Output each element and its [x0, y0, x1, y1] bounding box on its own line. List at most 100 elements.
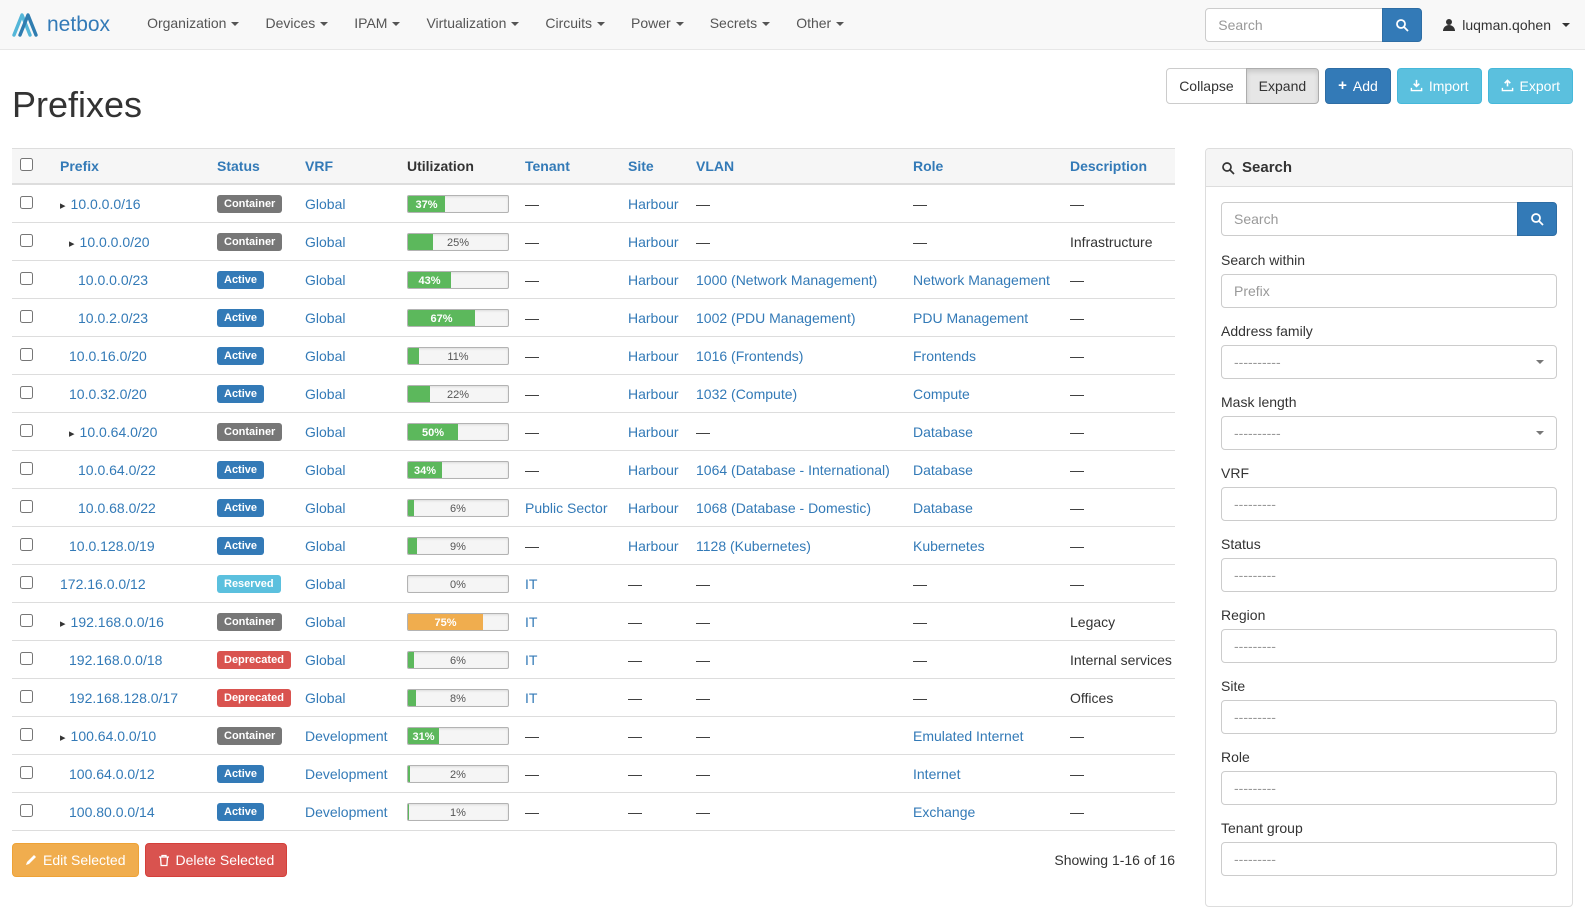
site-link[interactable]: Harbour: [628, 271, 679, 288]
import-button[interactable]: Import: [1396, 68, 1482, 104]
vrf-link[interactable]: Global: [305, 575, 346, 592]
row-checkbox[interactable]: [20, 537, 33, 551]
column-header-status[interactable]: Status: [209, 148, 297, 185]
vlan-link[interactable]: 1032 (Compute): [696, 385, 798, 402]
user-menu[interactable]: luqman.qohen: [1442, 17, 1570, 33]
vrf-link[interactable]: Global: [305, 423, 346, 440]
vrf-link[interactable]: Global: [305, 499, 346, 516]
filter-input-status[interactable]: [1221, 558, 1557, 592]
sidebar-search-input[interactable]: [1221, 202, 1518, 236]
expand-caret-icon[interactable]: ▸: [60, 617, 66, 630]
site-link[interactable]: Harbour: [628, 309, 679, 326]
row-checkbox[interactable]: [20, 423, 33, 437]
filter-input-region[interactable]: [1221, 629, 1557, 663]
prefix-link[interactable]: 10.0.16.0/20: [69, 347, 147, 364]
site-link[interactable]: Harbour: [628, 537, 679, 554]
vrf-link[interactable]: Global: [305, 347, 346, 364]
row-checkbox[interactable]: [20, 233, 33, 247]
delete-selected-button[interactable]: Delete Selected: [144, 843, 288, 878]
filter-input-vrf[interactable]: [1221, 487, 1557, 521]
edit-selected-button[interactable]: Edit Selected: [12, 843, 139, 878]
filter-input-site[interactable]: [1221, 700, 1557, 734]
prefix-link[interactable]: 10.0.2.0/23: [78, 309, 149, 326]
row-checkbox[interactable]: [20, 309, 33, 323]
column-header-vrf[interactable]: VRF: [297, 148, 399, 185]
row-checkbox[interactable]: [20, 575, 33, 589]
prefix-link[interactable]: 10.0.128.0/19: [69, 537, 155, 554]
prefix-link[interactable]: 192.168.0.0/18: [69, 651, 163, 668]
vrf-link[interactable]: Development: [305, 803, 388, 820]
vrf-link[interactable]: Global: [305, 689, 346, 706]
prefix-link[interactable]: 10.0.68.0/22: [78, 499, 156, 516]
site-link[interactable]: Harbour: [628, 195, 679, 212]
collapse-button[interactable]: Collapse: [1166, 68, 1247, 104]
tenant-link[interactable]: IT: [525, 651, 538, 668]
vlan-link[interactable]: 1064 (Database - International): [696, 461, 890, 478]
expand-caret-icon[interactable]: ▸: [60, 199, 66, 212]
prefix-link[interactable]: 10.0.0.0/20: [79, 233, 150, 250]
vrf-link[interactable]: Development: [305, 727, 388, 744]
prefix-link[interactable]: 10.0.64.0/20: [79, 423, 158, 440]
vrf-link[interactable]: Global: [305, 195, 346, 212]
netbox-brand[interactable]: netbox: [10, 11, 110, 39]
add-button[interactable]: + Add: [1325, 68, 1391, 104]
row-checkbox[interactable]: [20, 765, 33, 779]
nav-item-organization[interactable]: Organization: [134, 0, 252, 49]
nav-item-devices[interactable]: Devices: [252, 0, 341, 49]
expand-button[interactable]: Expand: [1245, 68, 1320, 104]
site-link[interactable]: Harbour: [628, 233, 679, 250]
role-link[interactable]: Database: [913, 499, 973, 516]
column-header-vlan[interactable]: VLAN: [688, 148, 905, 185]
row-checkbox[interactable]: [20, 347, 33, 361]
nav-item-secrets[interactable]: Secrets: [697, 0, 783, 49]
prefix-link[interactable]: 10.0.0.0/16: [70, 195, 141, 212]
site-link[interactable]: Harbour: [628, 347, 679, 364]
vrf-link[interactable]: Global: [305, 651, 346, 668]
expand-caret-icon[interactable]: ▸: [60, 731, 66, 744]
prefix-link[interactable]: 100.80.0.0/14: [69, 803, 155, 820]
role-link[interactable]: Network Management: [913, 271, 1050, 288]
navbar-search-input[interactable]: [1205, 7, 1384, 42]
site-link[interactable]: Harbour: [628, 385, 679, 402]
row-checkbox[interactable]: [20, 613, 33, 627]
row-checkbox[interactable]: [20, 689, 33, 703]
role-link[interactable]: Database: [913, 423, 973, 440]
row-checkbox[interactable]: [20, 803, 33, 817]
tenant-link[interactable]: IT: [525, 575, 538, 592]
prefix-link[interactable]: 100.64.0.0/10: [70, 727, 157, 744]
vrf-link[interactable]: Development: [305, 765, 388, 782]
select-all-checkbox[interactable]: [20, 158, 33, 171]
nav-item-virtualization[interactable]: Virtualization: [413, 0, 532, 49]
tenant-link[interactable]: IT: [525, 689, 538, 706]
site-link[interactable]: Harbour: [628, 499, 679, 516]
row-checkbox[interactable]: [20, 499, 33, 513]
row-checkbox[interactable]: [20, 651, 33, 665]
filter-input-tenant-group[interactable]: [1221, 842, 1557, 876]
vlan-link[interactable]: 1128 (Kubernetes): [696, 537, 811, 554]
nav-item-other[interactable]: Other: [783, 0, 857, 49]
role-link[interactable]: Compute: [913, 385, 970, 402]
sidebar-search-button[interactable]: [1517, 202, 1557, 236]
vrf-link[interactable]: Global: [305, 613, 346, 630]
row-checkbox[interactable]: [20, 385, 33, 399]
filter-select-mask-length[interactable]: ----------: [1221, 416, 1557, 450]
site-link[interactable]: Harbour: [628, 461, 679, 478]
vrf-link[interactable]: Global: [305, 537, 346, 554]
tenant-link[interactable]: Public Sector: [525, 499, 608, 516]
prefix-link[interactable]: 172.16.0.0/12: [60, 575, 146, 592]
role-link[interactable]: Exchange: [913, 803, 976, 820]
prefix-link[interactable]: 192.168.128.0/17: [69, 689, 178, 706]
prefix-link[interactable]: 10.0.32.0/20: [69, 385, 147, 402]
nav-item-ipam[interactable]: IPAM: [341, 0, 413, 49]
vlan-link[interactable]: 1000 (Network Management): [696, 271, 878, 288]
row-checkbox[interactable]: [20, 727, 33, 741]
vlan-link[interactable]: 1002 (PDU Management): [696, 309, 856, 326]
column-header-description[interactable]: Description: [1062, 148, 1175, 185]
role-link[interactable]: Internet: [913, 765, 961, 782]
vrf-link[interactable]: Global: [305, 271, 346, 288]
role-link[interactable]: Kubernetes: [913, 537, 985, 554]
filter-input-search-within[interactable]: [1221, 274, 1557, 308]
role-link[interactable]: Database: [913, 461, 973, 478]
nav-item-power[interactable]: Power: [618, 0, 697, 49]
vlan-link[interactable]: 1016 (Frontends): [696, 347, 804, 364]
